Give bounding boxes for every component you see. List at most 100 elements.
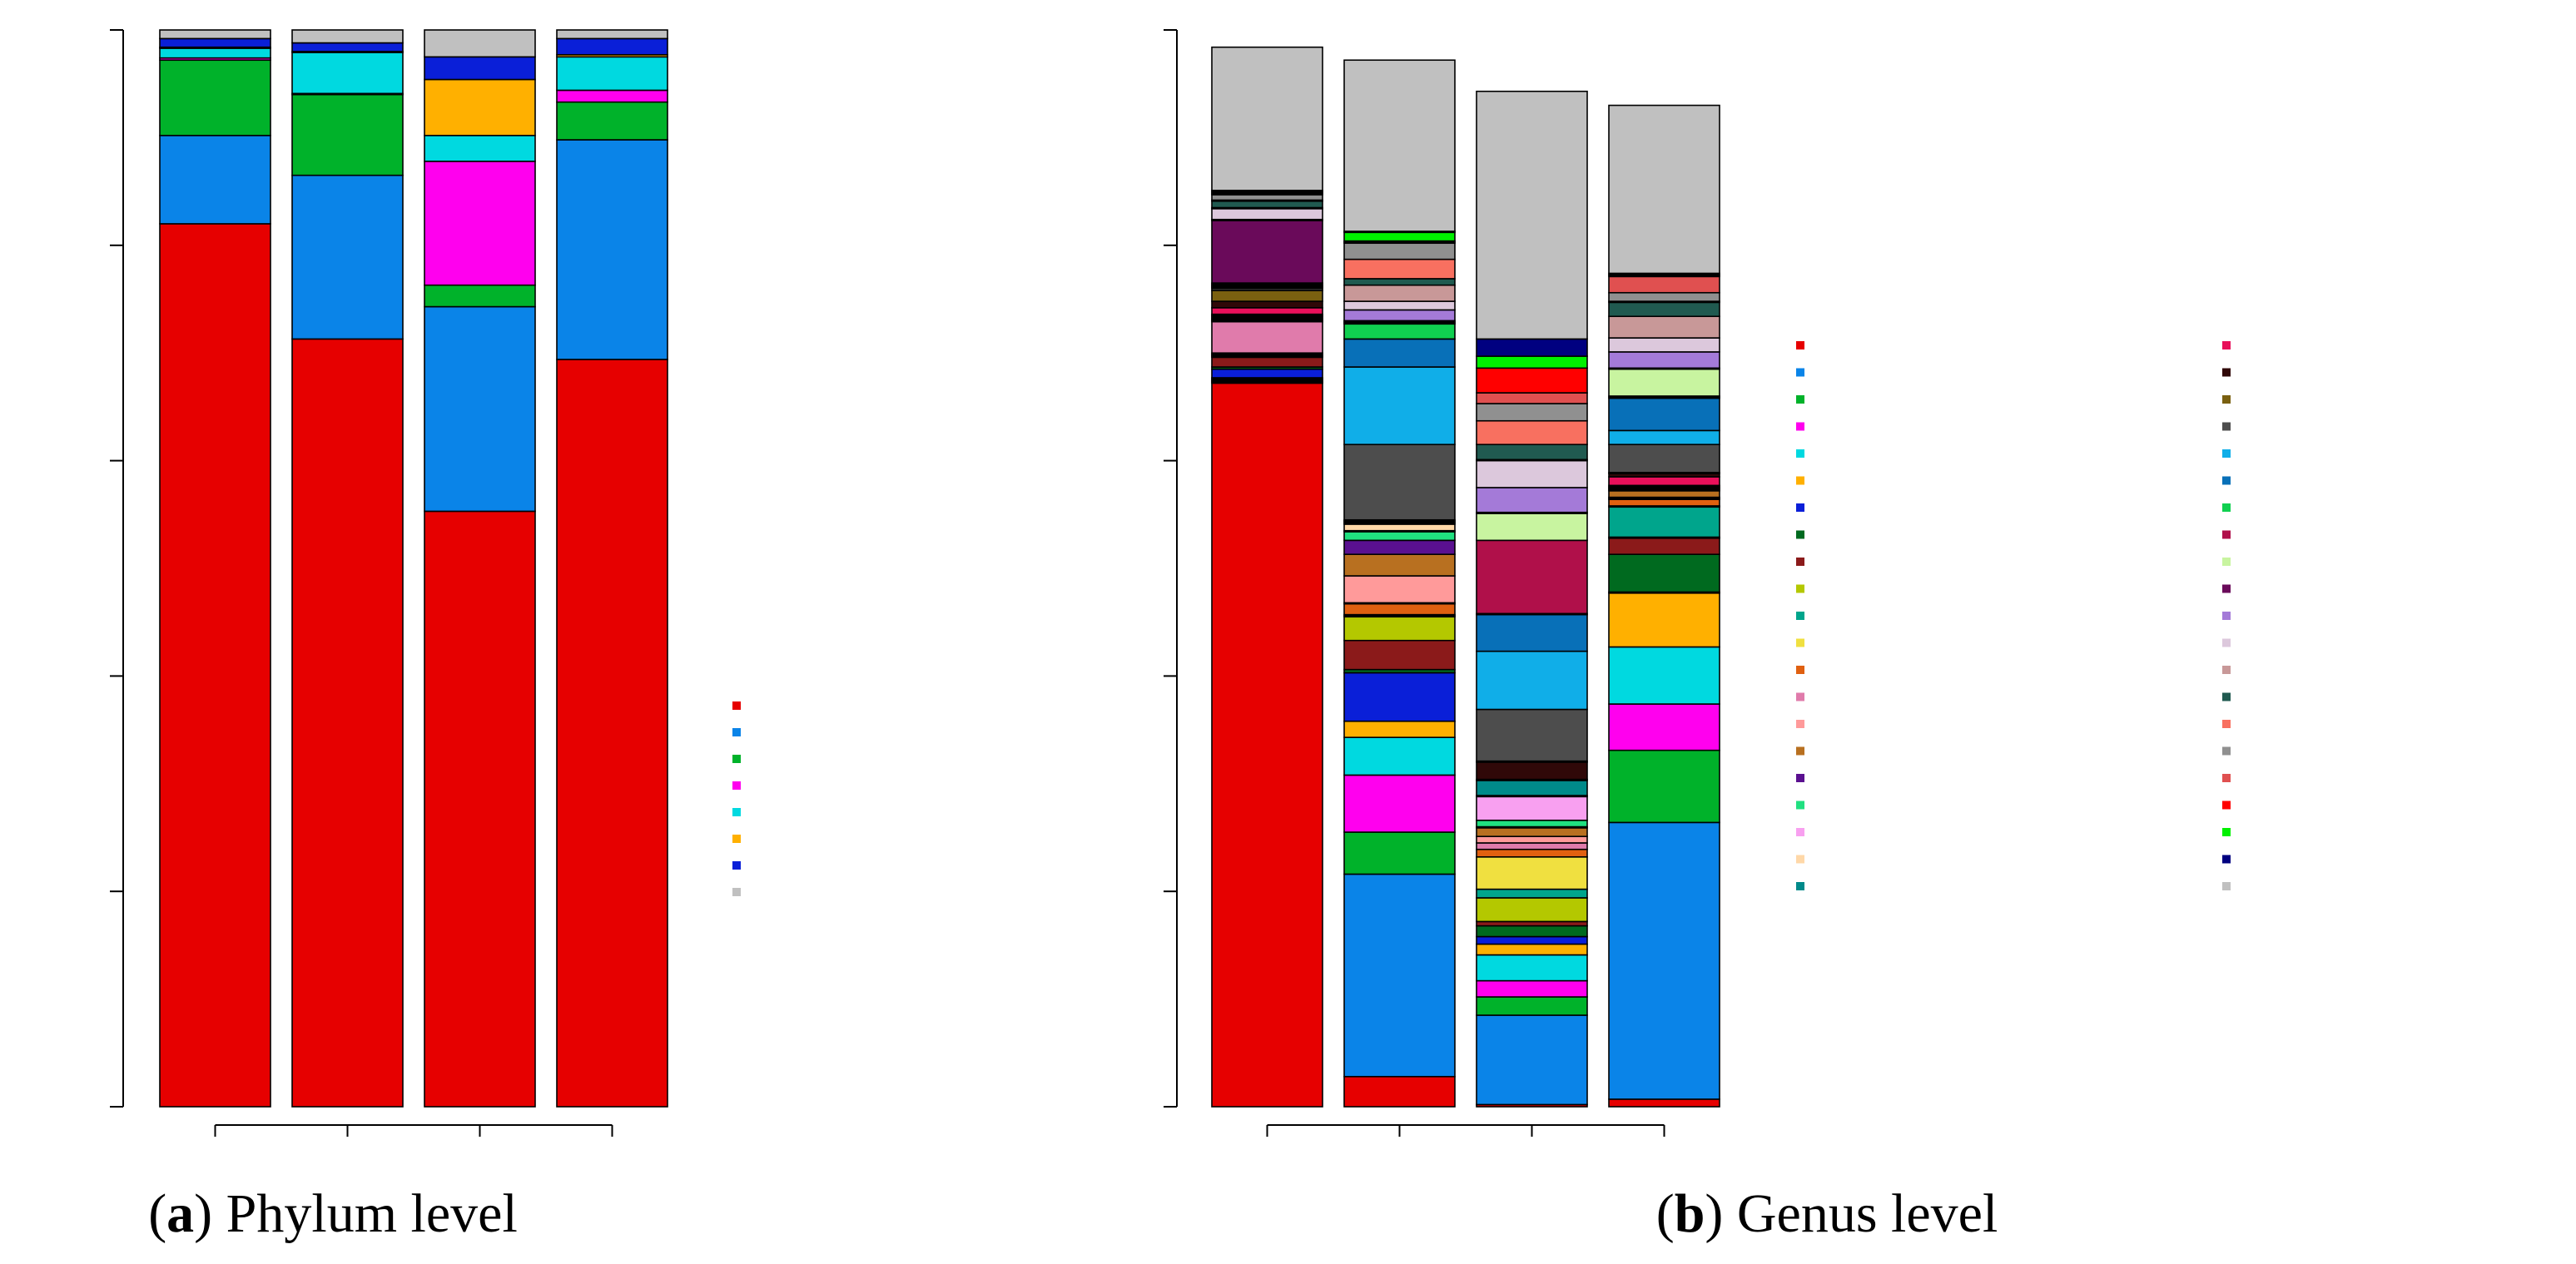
phylum-caption: (a) Phylum level — [148, 1183, 518, 1244]
legend — [732, 701, 741, 896]
legend-swatch — [1796, 368, 1804, 377]
legend-item — [1796, 503, 1804, 512]
bar-segment-C1-unclassified-gammaproteobacteria — [1211, 194, 1323, 201]
legend-item — [2222, 720, 2231, 728]
bar-segment-C4-cellvibrio — [1608, 553, 1720, 593]
legend-swatch — [732, 808, 741, 816]
legend-item — [2222, 449, 2231, 458]
legend-item — [2222, 368, 2231, 377]
bar-segment-C3-unclassified-gammaproteobacteria — [1476, 403, 1588, 422]
legend-swatch — [1796, 828, 1804, 836]
bar-segment-C3-planctomycetes — [424, 78, 536, 136]
bar-segment-C2-other — [291, 29, 404, 44]
bar-segment-C3-sphingomonas — [1476, 848, 1588, 858]
bar-segment-C3-actinotalea — [1476, 827, 1588, 838]
bar-segment-C3-unclassified-stappiaceae — [1476, 419, 1588, 445]
legend-item — [732, 728, 741, 736]
legend-item — [1796, 530, 1804, 539]
bar-segment-C2-unclassified-rhizobiales — [1343, 338, 1456, 368]
bar-segment-C3-unclassified-bacteroidetes — [1476, 513, 1588, 542]
bar-segment-C1-advenella — [1211, 320, 1323, 354]
legend-swatch — [1796, 720, 1804, 728]
bar-segment-C4-unclassified-bacteria — [556, 37, 668, 56]
bar-segment-C2-unclassified-bacteria — [291, 42, 404, 52]
legend-item — [2222, 503, 2231, 512]
bar-segment-C1-luteolibacter — [1211, 300, 1323, 309]
legend-swatch — [2222, 746, 2231, 756]
bar-segment-C2-solibacillus — [1343, 523, 1456, 532]
legend-item — [1796, 422, 1804, 431]
bar-segment-C4-proteobacteria — [556, 359, 668, 1108]
legend-swatch — [1796, 422, 1804, 431]
legend-swatch — [2222, 612, 2231, 620]
bar-segment-C2-ureibacillus — [1343, 575, 1456, 604]
bar-segment-C3-proteobacteria — [424, 510, 536, 1108]
legend-item — [1796, 882, 1804, 890]
legend-item — [1796, 395, 1804, 404]
bar-segment-C4-unclassified-gammaproteobacteria — [1608, 291, 1720, 302]
legend-swatch — [2222, 882, 2231, 890]
legend-swatch — [1796, 882, 1804, 890]
bar-segment-C3-devosia — [1476, 855, 1588, 890]
genus-caption: (b) Genus level — [1656, 1183, 1998, 1244]
bar-segment-C3-luteimonas — [1476, 897, 1588, 923]
legend-swatch — [1796, 692, 1804, 701]
legend-item — [1796, 476, 1804, 485]
bar-segment-C2-klebsiella — [1343, 639, 1456, 671]
bar-segment-C4-unclassified-chitinophagaceae — [1608, 275, 1720, 294]
bar-segment-C1-thermopolyspora — [1211, 307, 1323, 315]
legend-item — [732, 701, 741, 710]
legend-swatch — [1796, 746, 1804, 756]
legend-swatch — [1796, 558, 1804, 566]
genus-caption-letter: b — [1675, 1183, 1705, 1244]
legend-swatch — [732, 888, 741, 896]
bar-segment-C2-unclassified-flavobacteriaceae — [1343, 278, 1456, 286]
bar-segment-C3-planctomicrobium — [1476, 780, 1588, 796]
legend-swatch — [732, 861, 741, 870]
bar-segment-C1-proteiniclasticum — [1211, 290, 1323, 302]
bar-segment-C4-unclassified-bacteroidetes — [1608, 368, 1720, 397]
bar-segment-C4-unclassified-pseudomonadaceae — [1608, 444, 1720, 473]
bar-segment-C4-other — [556, 29, 668, 40]
bar-segment-C1-unclassified-dysgonomonadaceae — [1211, 220, 1323, 284]
bar-segment-C4-sphingobacterium — [1608, 703, 1720, 751]
legend-item — [2222, 612, 2231, 620]
bar-segment-C4-chelatococcus — [1608, 749, 1720, 824]
bar-segment-C2-chelativorans — [1343, 720, 1456, 738]
bar-segment-C3-bacteroidetes — [424, 305, 536, 513]
phylum-chart-panel — [110, 29, 741, 1137]
bar-segment-C4-sphingomonas — [1608, 498, 1720, 507]
legend-swatch — [2222, 558, 2231, 566]
legend-swatch — [1796, 801, 1804, 810]
legend-swatch — [2222, 774, 2231, 782]
legend-item — [1796, 638, 1804, 647]
legend-swatch — [2222, 584, 2231, 593]
bar-segment-C4-chelativorans — [1608, 592, 1720, 648]
bar-segment-C2-unclassified-marinilabiliaceae — [1343, 231, 1456, 242]
legend-item — [1796, 801, 1804, 810]
legend-swatch — [2222, 368, 2231, 377]
bar-segment-C2-unclassified-phyllobacteriaceae — [1343, 366, 1456, 445]
legend-item — [2222, 801, 2231, 810]
bar-segment-C2-acinetobacter — [1343, 1075, 1456, 1108]
bar-segment-C2-unclassified-alphaproteobacteria — [1343, 284, 1456, 302]
bar-segment-C4-unclassified-bacteria — [1608, 337, 1720, 353]
bar-segment-C4-bordetella — [1608, 506, 1720, 538]
legend-item — [1796, 558, 1804, 566]
legend-item — [1796, 612, 1804, 620]
legend-swatch — [2222, 395, 2231, 404]
bar-segment-C3-unclassified-verrucomicrobia — [1476, 539, 1588, 615]
legend-item — [732, 808, 741, 816]
bar-segment-C3-advenella — [1476, 842, 1588, 850]
legend-swatch — [1796, 530, 1804, 539]
legend-swatch — [2222, 449, 2231, 458]
bar-segment-C4-klebsiella — [1608, 537, 1720, 555]
legend-swatch — [1796, 341, 1804, 349]
bar-segment-C2-pseudoxanthomonas — [1343, 873, 1456, 1078]
bar-segment-C4-pseudoxanthomonas — [1608, 821, 1720, 1100]
legend-item — [2222, 341, 2231, 349]
bar-segment-C1-klebsiella — [1211, 356, 1323, 368]
bar-segment-C3-unclassified-bacteria — [424, 56, 536, 81]
legend-item — [1796, 341, 1804, 349]
bar-segment-C3-unclassified-chitinophagaceae — [1476, 392, 1588, 404]
